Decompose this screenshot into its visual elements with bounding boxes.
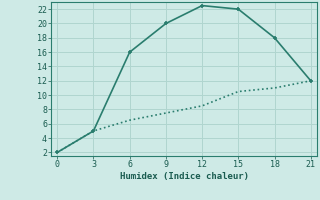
X-axis label: Humidex (Indice chaleur): Humidex (Indice chaleur) bbox=[119, 172, 249, 181]
